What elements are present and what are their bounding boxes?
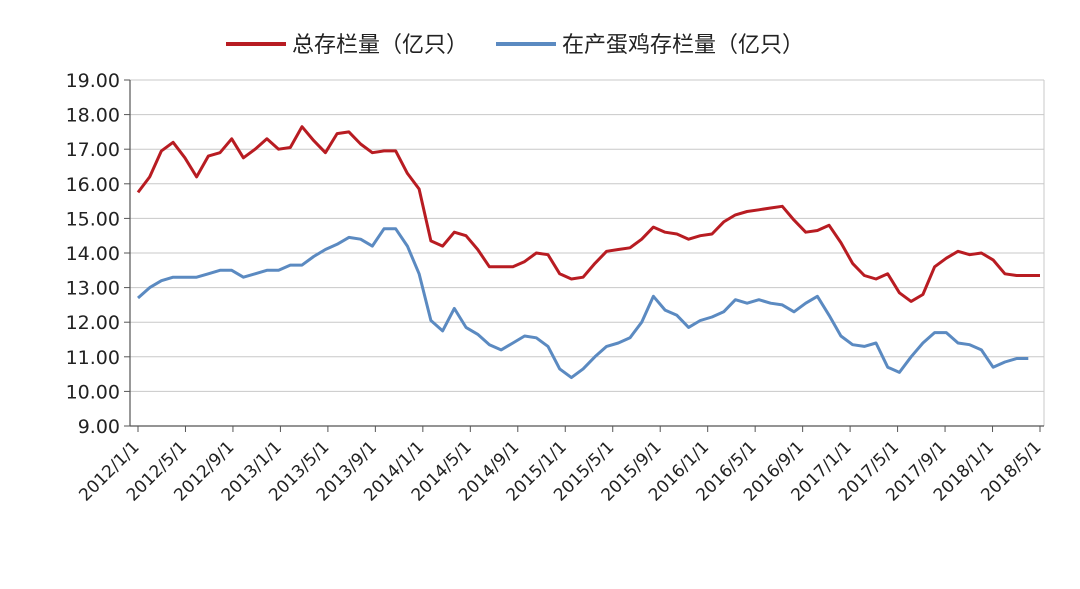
y-tick-label: 11.00	[66, 347, 120, 369]
series-line-laying	[137, 227, 1029, 380]
legend: 总存栏量（亿只） 在产蛋鸡存栏量（亿只）	[226, 33, 804, 58]
y-tick-label: 16.00	[66, 174, 120, 196]
series-lines	[136, 125, 1040, 380]
series-line-total	[136, 125, 1040, 303]
y-tick-label: 13.00	[66, 278, 120, 300]
y-tick-label: 10.00	[66, 381, 120, 403]
y-tick-label: 12.00	[66, 312, 120, 334]
watermark-text: 鸡蛋报价	[946, 533, 1034, 558]
y-axis-ticks: 9.00 10.00 11.00 12.00 13.00 14.00 15.00 16.00 1…	[66, 70, 130, 438]
y-tick-label: 15.00	[66, 208, 120, 230]
watermark: 鸡蛋报价	[899, 529, 1034, 561]
y-tick-label: 17.00	[66, 139, 120, 161]
legend-label-laying: 在产蛋鸡存栏量（亿只）	[562, 33, 804, 58]
y-tick-label: 9.00	[78, 416, 120, 438]
x-axis-ticks: 2012/1/12012/5/12012/9/12013/1/12013/5/1…	[75, 426, 1046, 506]
gridlines	[130, 79, 1045, 426]
y-tick-label: 18.00	[66, 105, 120, 127]
y-tick-label: 19.00	[66, 70, 120, 92]
y-tick-label: 14.00	[66, 243, 120, 265]
wechat-icon	[899, 529, 942, 561]
legend-label-total: 总存栏量（亿只）	[292, 33, 468, 58]
